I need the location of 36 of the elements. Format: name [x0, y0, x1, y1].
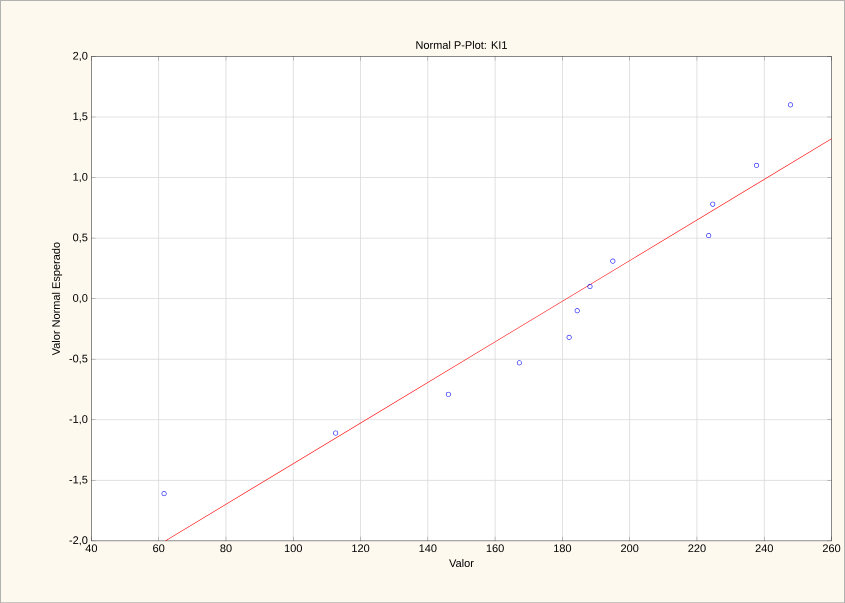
- y-tick-label: -1,0: [69, 415, 88, 424]
- x-tick-label: 40: [86, 544, 98, 552]
- point: [587, 284, 592, 289]
- x-tick-label: 140: [419, 544, 437, 552]
- point: [333, 430, 338, 436]
- y-axis-title: Valor Normal Esperado: [52, 242, 62, 356]
- y-tick-label: 0,5: [73, 233, 88, 242]
- y-tick-label: 2,0: [73, 52, 88, 61]
- point: [706, 233, 712, 238]
- point: [710, 202, 716, 207]
- point: [754, 162, 759, 168]
- y-tick-label: 1,0: [73, 172, 88, 182]
- point: [610, 258, 616, 264]
- x-tick-label: 160: [486, 544, 504, 552]
- x-tick-label: 100: [284, 544, 302, 552]
- x-tick-label: 80: [220, 544, 232, 552]
- x-tick-label: 200: [621, 544, 638, 552]
- y-tick-label: 1,5: [73, 112, 88, 122]
- x-tick-label: 60: [153, 544, 164, 552]
- x-tick-label: 240: [756, 544, 773, 552]
- point: [788, 102, 793, 108]
- point: [446, 392, 451, 397]
- x-tick-label: 120: [352, 544, 370, 552]
- x-tick-label: 180: [554, 544, 572, 552]
- y-tick-label: -2,0: [69, 536, 88, 546]
- point: [516, 360, 522, 366]
- chart-title: Normal P-Plot: KI1: [416, 40, 507, 49]
- point: [566, 334, 572, 340]
- x-axis-title: Valor: [449, 558, 474, 567]
- point: [574, 308, 580, 314]
- point: [162, 490, 167, 496]
- x-tick-label: 220: [688, 544, 706, 552]
- y-tick-label: -0,5: [69, 354, 88, 364]
- y-tick-label: 0,0: [73, 294, 88, 304]
- y-tick-label: -1,5: [69, 476, 88, 485]
- x-tick-label: 260: [822, 544, 840, 552]
